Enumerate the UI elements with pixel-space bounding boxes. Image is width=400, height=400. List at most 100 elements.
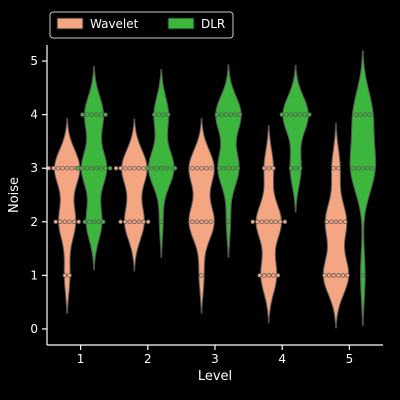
data-point xyxy=(208,165,214,171)
data-point xyxy=(136,165,142,171)
y-axis-label: Noise xyxy=(7,177,22,213)
data-point xyxy=(199,219,204,225)
data-point xyxy=(326,273,332,278)
data-point xyxy=(60,165,65,171)
data-point xyxy=(118,219,123,225)
data-point xyxy=(82,219,88,225)
legend: Wavelet DLR xyxy=(49,11,234,39)
data-point xyxy=(69,165,75,171)
data-point xyxy=(255,219,260,225)
data-point xyxy=(55,165,61,171)
data-point xyxy=(302,112,308,117)
data-point xyxy=(259,219,265,225)
data-point xyxy=(235,165,240,171)
x-tick-label: 4 xyxy=(278,352,286,366)
data-point xyxy=(199,165,204,171)
data-point xyxy=(365,165,370,171)
data-point xyxy=(279,112,285,117)
data-point xyxy=(163,165,169,171)
data-point xyxy=(53,219,58,225)
data-point xyxy=(168,165,173,171)
data-point xyxy=(324,219,330,225)
violin-wavelet-level-4 xyxy=(255,125,283,324)
data-point xyxy=(71,219,77,225)
data-point xyxy=(62,273,68,278)
data-point xyxy=(122,165,128,171)
data-point xyxy=(362,112,368,117)
y-tick-label: 4 xyxy=(30,108,38,122)
data-point xyxy=(233,112,238,117)
data-point xyxy=(58,219,63,225)
data-point xyxy=(369,165,375,171)
data-point xyxy=(353,112,359,117)
data-point xyxy=(288,112,294,117)
legend-label-dlr: DLR xyxy=(201,17,225,31)
y-tick-label: 1 xyxy=(30,268,38,282)
data-point xyxy=(145,219,151,225)
violin-dlr-level-1 xyxy=(80,66,108,271)
data-point xyxy=(264,219,269,225)
data-point xyxy=(107,165,113,171)
data-point xyxy=(307,112,312,117)
data-point xyxy=(336,273,341,278)
data-point xyxy=(199,273,204,278)
x-tick-label: 2 xyxy=(144,352,152,366)
data-point xyxy=(223,112,229,117)
data-point xyxy=(100,219,106,225)
data-point xyxy=(89,112,94,117)
violin-dlr-level-4 xyxy=(282,64,309,213)
data-point xyxy=(122,219,128,225)
data-point xyxy=(76,219,81,225)
data-point xyxy=(158,165,164,171)
data-point xyxy=(132,219,137,225)
data-point xyxy=(91,219,97,225)
data-point xyxy=(80,165,85,171)
data-point xyxy=(94,112,99,117)
data-point xyxy=(145,165,150,171)
y-axis: 0 1 2 3 4 5 Noise xyxy=(7,45,48,345)
data-point xyxy=(103,165,108,171)
data-point xyxy=(360,273,366,278)
data-point xyxy=(87,219,92,225)
data-point xyxy=(161,112,166,117)
series-dlr xyxy=(75,50,377,326)
data-point xyxy=(284,112,289,117)
data-point xyxy=(257,273,262,278)
data-point xyxy=(203,165,209,171)
data-point xyxy=(127,219,133,225)
data-point xyxy=(84,165,90,171)
data-point xyxy=(226,219,231,225)
data-point xyxy=(293,165,298,171)
data-point xyxy=(367,112,372,117)
data-point xyxy=(127,165,133,171)
data-point xyxy=(98,165,104,171)
data-point xyxy=(261,165,267,171)
data-point xyxy=(228,112,233,117)
data-point xyxy=(282,219,288,225)
data-point xyxy=(271,165,276,171)
data-point xyxy=(358,112,363,117)
data-point xyxy=(80,112,85,117)
data-point xyxy=(216,165,222,171)
data-point xyxy=(266,273,272,278)
x-ticks: 1 2 3 4 5 xyxy=(77,345,353,366)
data-point xyxy=(355,165,361,171)
y-ticks: 0 1 2 3 4 5 xyxy=(30,54,47,336)
data-point xyxy=(273,219,278,225)
data-point xyxy=(89,165,94,171)
data-point xyxy=(152,112,157,117)
y-tick-label: 0 xyxy=(30,322,38,336)
data-point xyxy=(94,165,99,171)
data-point xyxy=(351,165,356,171)
violin-dlr-level-5 xyxy=(349,50,377,326)
data-point xyxy=(342,219,348,225)
data-point xyxy=(67,273,72,278)
data-point xyxy=(297,165,303,171)
data-point xyxy=(293,112,298,117)
data-point xyxy=(154,165,159,171)
y-tick-label: 5 xyxy=(30,54,38,68)
data-point xyxy=(230,165,236,171)
x-tick-label: 3 xyxy=(211,352,219,366)
data-point xyxy=(261,273,267,278)
data-point xyxy=(271,273,276,278)
